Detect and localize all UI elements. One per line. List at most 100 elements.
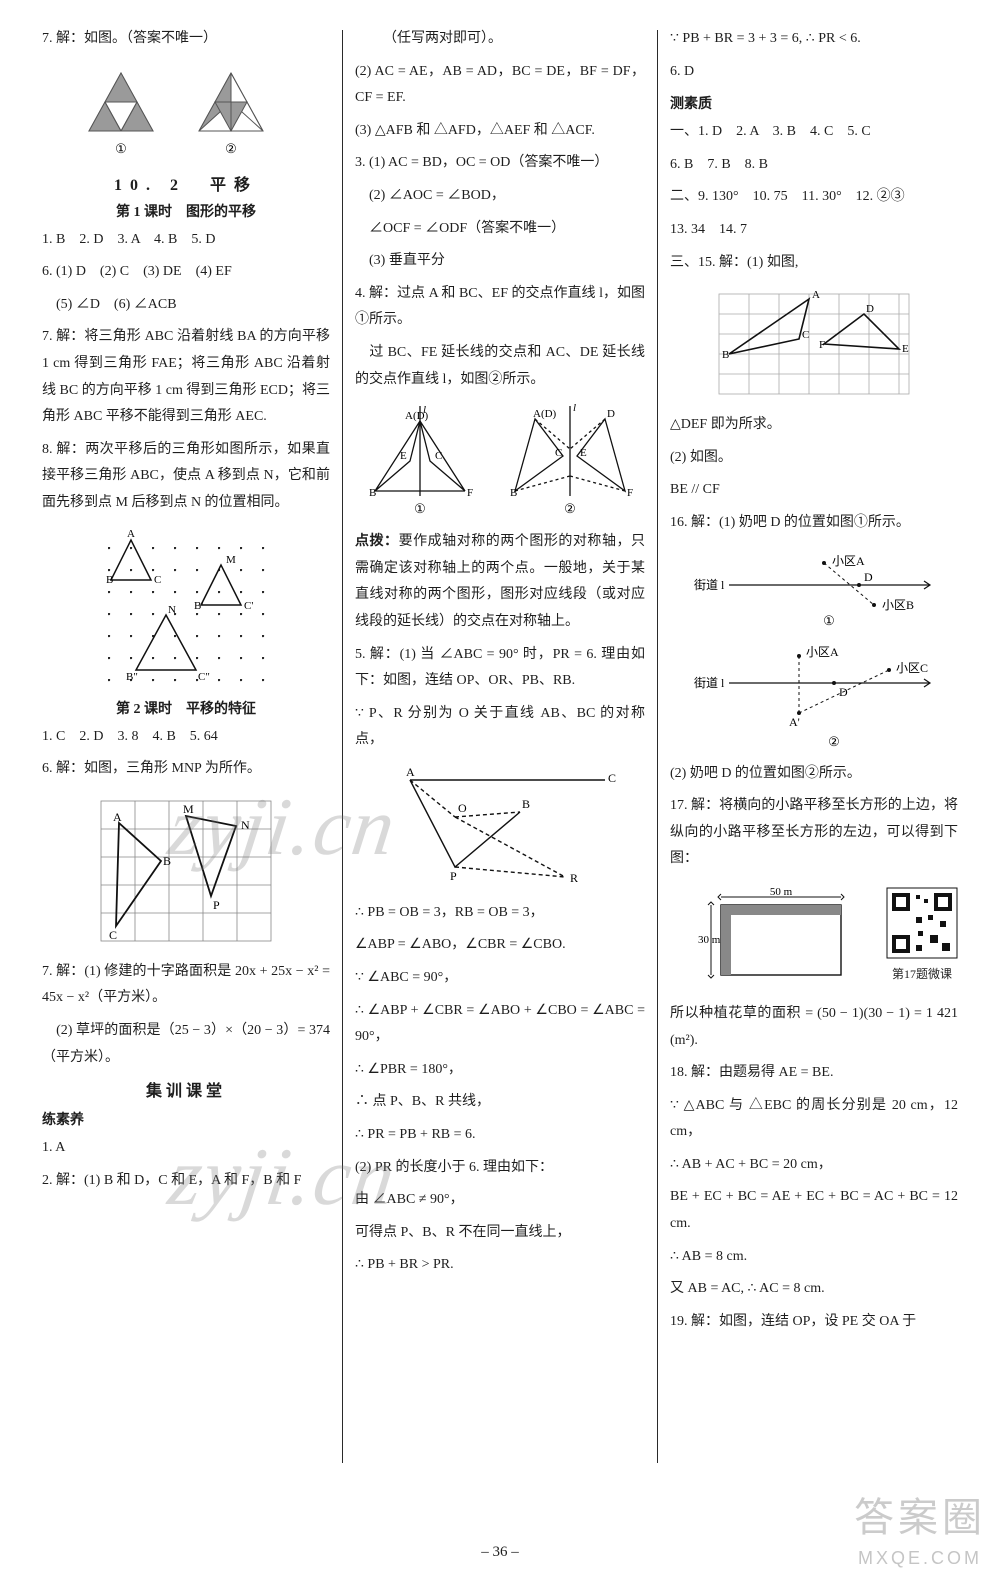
- c3-q18b: ∵ △ABC 与 △EBC 的周长分别是 20 cm，12 cm，: [670, 1093, 958, 1146]
- svg-text:B: B: [106, 574, 113, 586]
- c2-q5a: 5. 解：(1) 当 ∠ABC = 90° 时，PR = 6. 理由如下：如图，…: [355, 642, 645, 695]
- c2-cont2: (2) AC = AE，AB = AD，BC = DE，BF = DF，CF =…: [355, 59, 645, 112]
- c3-q18f: 又 AB = AC, ∴ AC = 8 cm.: [670, 1276, 958, 1303]
- svg-text:街道 l: 街道 l: [694, 578, 725, 592]
- svg-text:30 m: 30 m: [698, 934, 721, 946]
- l1-answers: 1. B 2. D 3. A 4. B 5. D: [42, 227, 330, 254]
- section-title-10-2: 10. 2 平移: [42, 171, 330, 195]
- c3-q17a: 17. 解：将横向的小路平移至长方形的上边，将纵向的小路平移至长方形的左边，可以…: [670, 793, 958, 873]
- c3-q15a: 三、15. 解：(1) 如图,: [670, 250, 958, 277]
- c2-q3c: ∠OCF = ∠ODF（答案不唯一）: [355, 216, 645, 243]
- svg-text:B: B: [369, 487, 376, 499]
- svg-text:C: C: [154, 574, 161, 586]
- c2-q5c: ∴ PB = OB = 3，RB = OB = 3，: [355, 900, 645, 927]
- c3-q15c: (2) 如图。: [670, 445, 958, 472]
- svg-text:M: M: [226, 554, 236, 566]
- l1-q6a: 6. (1) D (2) C (3) DE (4) EF: [42, 259, 330, 286]
- qr-caption: 第17题微课: [886, 965, 958, 982]
- svg-text:C: C: [802, 329, 809, 341]
- svg-text:l: l: [423, 404, 426, 416]
- c3-q18c: ∴ AB + AC + BC = 20 cm，: [670, 1152, 958, 1179]
- svg-text:N: N: [241, 818, 250, 832]
- l2-q7a: 7. 解：(1) 修建的十字路面积是 20x + 25x − x² = 45x …: [42, 959, 330, 1012]
- cesuzi-title: 测素质: [670, 93, 958, 113]
- ls-q1: 1. A: [42, 1135, 330, 1162]
- svg-text:E: E: [400, 450, 407, 462]
- c2-q5g: ∴ ∠PBR = 180°，: [355, 1057, 645, 1084]
- c2-diagram-q4: A(D) l B F E C ① A(D) D: [355, 401, 645, 521]
- c3-q16b: (2) 奶吧 D 的位置如图②所示。: [670, 761, 958, 788]
- svg-text:50 m: 50 m: [769, 887, 792, 898]
- qr-code-icon: [886, 887, 958, 959]
- svg-text:F: F: [467, 487, 473, 499]
- c2-cont1: （任写两对即可）。: [355, 26, 645, 53]
- brand-cn: 答案圈: [854, 1485, 986, 1543]
- svg-text:C': C': [244, 600, 253, 612]
- c3-top1: ∵ PB + BR = 3 + 3 = 6, ∴ PR < 6.: [670, 26, 958, 53]
- c2-q5i: ∴ PR = PB + RB = 6.: [355, 1122, 645, 1149]
- svg-text:B': B': [194, 600, 203, 612]
- c2-q3d: (3) 垂直平分: [355, 248, 645, 275]
- svg-text:A: A: [406, 765, 415, 779]
- svg-text:C: C: [109, 928, 117, 942]
- c2-q5m: ∴ PB + BR > PR.: [355, 1252, 645, 1279]
- c3-diagram-q17: 50 m 30 m 第17题微课: [670, 881, 958, 993]
- l2-q6: 6. 解：如图，三角形 MNP 为所作。: [42, 756, 330, 783]
- l1-q7: 7. 解：将三角形 ABC 沿着射线 BA 的方向平移 1 cm 得到三角形 F…: [42, 324, 330, 430]
- svg-text:A: A: [812, 289, 820, 301]
- liansuyang-title: 练素养: [42, 1109, 330, 1129]
- c2-q3a: 3. (1) AC = BD，OC = OD（答案不唯一）: [355, 150, 645, 177]
- c3-q18e: ∴ AB = 8 cm.: [670, 1244, 958, 1271]
- jixun-title: 集训课堂: [42, 1077, 330, 1101]
- svg-text:B": B": [126, 671, 138, 683]
- svg-text:A: A: [127, 528, 135, 540]
- svg-text:F: F: [627, 487, 633, 499]
- l1-q8: 8. 解：两次平移后的三角形如图所示，如果直接平移三角形 ABC，使点 A 移到…: [42, 437, 330, 517]
- svg-text:A: A: [113, 810, 122, 824]
- c2-q5l: 可得点 P、B、R 不在同一直线上，: [355, 1220, 645, 1247]
- svg-text:P: P: [213, 898, 220, 912]
- svg-text:N: N: [168, 604, 176, 616]
- c2-q5k: 由 ∠ABC ≠ 90°，: [355, 1187, 645, 1214]
- svg-text:C": C": [198, 671, 210, 683]
- c2-q5b: ∵ P、R 分别为 O 关于直线 AB、BC 的对称点，: [355, 701, 645, 754]
- svg-text:C: C: [435, 450, 442, 462]
- svg-text:M: M: [183, 802, 194, 816]
- svg-text:F: F: [819, 339, 825, 351]
- c2-q5j: (2) PR 的长度小于 6. 理由如下：: [355, 1155, 645, 1182]
- c3-cs-r1: 一、1. D 2. A 3. B 4. C 5. C: [670, 119, 958, 146]
- svg-text:②: ②: [225, 141, 237, 156]
- c3-q15d: BE // CF: [670, 477, 958, 504]
- svg-text:小区C: 小区C: [896, 661, 928, 675]
- c2-q5e: ∵ ∠ABC = 90°，: [355, 965, 645, 992]
- c3-diagram-q15: A B C D E F: [670, 284, 958, 404]
- svg-text:E: E: [902, 343, 909, 355]
- c3-q15b: △DEF 即为所求。: [670, 412, 958, 439]
- svg-text:D: D: [607, 408, 615, 420]
- svg-text:①: ①: [414, 501, 426, 516]
- c3-diagram-q16-2: 小区A 小区C 街道 l D A' ②: [670, 638, 958, 753]
- lesson2-title: 第 2 课时 平移的特征: [42, 698, 330, 718]
- c3-cs-r4: 13. 34 14. 7: [670, 217, 958, 244]
- svg-text:B: B: [510, 487, 517, 499]
- c2-q3b: (2) ∠AOC = ∠BOD，: [355, 183, 645, 210]
- svg-text:B: B: [163, 854, 171, 868]
- c3-q18a: 18. 解：由题易得 AE = BE.: [670, 1060, 958, 1087]
- svg-text:小区B: 小区B: [882, 598, 914, 612]
- c3-q17b: 所以种植花草的面积 = (50 − 1)(30 − 1) = 1 421 (m²…: [670, 1001, 958, 1054]
- svg-text:B: B: [522, 797, 530, 811]
- svg-text:P: P: [450, 869, 457, 883]
- svg-text:②: ②: [828, 734, 840, 749]
- col1-diagram-q8: A B C M B' C' N B" C": [42, 525, 330, 690]
- svg-text:街道 l: 街道 l: [694, 676, 725, 690]
- svg-text:②: ②: [564, 501, 576, 516]
- col1-q7-head: 7. 解：如图。（答案不唯一）: [42, 26, 330, 53]
- l2-answers: 1. C 2. D 3. 8 4. B 5. 64: [42, 724, 330, 751]
- l1-q6b: (5) ∠D (6) ∠ACB: [42, 292, 330, 319]
- svg-text:A(D): A(D): [533, 408, 557, 420]
- col1-diagram-l2q6: A B C M N P: [42, 791, 330, 951]
- c3-q19: 19. 解：如图，连结 OP，设 PE 交 OA 于: [670, 1309, 958, 1336]
- svg-text:A': A': [789, 715, 800, 729]
- ls-q2: 2. 解：(1) B 和 D，C 和 E，A 和 F，B 和 F: [42, 1168, 330, 1195]
- l2-q7b: (2) 草坪的面积是（25 − 3）×（20 − 3）= 374（平方米）。: [42, 1018, 330, 1071]
